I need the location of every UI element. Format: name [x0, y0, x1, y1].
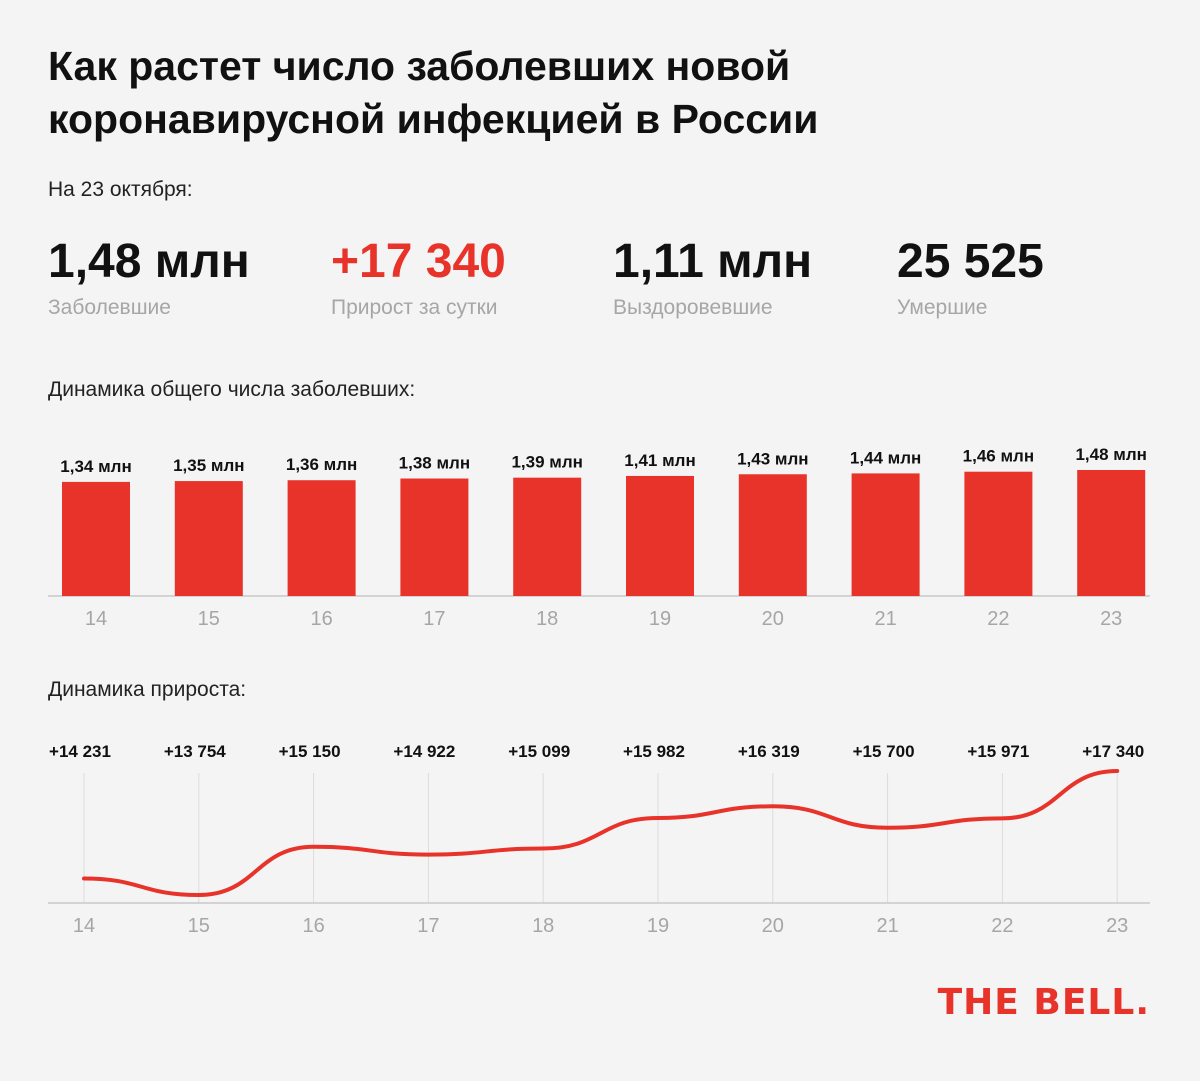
stat-recovered: 1,11 млн Выздоровевшие — [613, 232, 812, 320]
bar-value-label-15: 1,35 млн — [173, 456, 244, 475]
growth-value-label-22: +15 971 — [967, 742, 1029, 761]
bar-15 — [174, 481, 243, 596]
growth-value-label-15: +13 754 — [164, 742, 226, 761]
line-tick-label-20: 20 — [762, 915, 784, 937]
bar-value-label-16: 1,36 млн — [286, 455, 357, 474]
stat-deaths-value: 25 525 — [897, 235, 1044, 288]
stat-cases-value: 1,48 млн — [48, 235, 250, 288]
bar-value-label-23: 1,48 млн — [1075, 445, 1146, 464]
line-tick-label-14: 14 — [73, 915, 95, 937]
growth-series-line — [82, 769, 1120, 898]
bar-20 — [738, 474, 807, 596]
bar-value-label-17: 1,38 млн — [399, 454, 470, 473]
bar-18 — [513, 477, 582, 596]
line-tick-label-18: 18 — [532, 915, 554, 937]
bar-16 — [287, 480, 356, 596]
bar-tick-label-22: 22 — [987, 608, 1009, 630]
bar-tick-label-18: 18 — [536, 608, 558, 630]
bar-tick-label-14: 14 — [85, 608, 107, 630]
bar-value-label-18: 1,39 млн — [511, 453, 582, 472]
growth-value-label-21: +15 700 — [853, 742, 915, 761]
growth-value-label-17: +14 922 — [393, 742, 455, 761]
growth-value-label-14: +14 231 — [49, 742, 111, 761]
line-tick-label-15: 15 — [188, 915, 210, 937]
bar-tick-label-17: 17 — [423, 608, 445, 630]
bar-tick-label-21: 21 — [874, 608, 896, 630]
line-tick-label-17: 17 — [417, 915, 439, 937]
line-tick-label-23: 23 — [1106, 915, 1128, 937]
growth-value-label-19: +15 982 — [623, 742, 685, 761]
bar-value-label-19: 1,41 млн — [624, 451, 695, 470]
the-bell-logo: THE BELL. — [937, 982, 1150, 1023]
chart-title: Как растет число заболевших новой корона… — [48, 40, 1048, 146]
growth-value-label-23: +17 340 — [1082, 742, 1144, 761]
stat-recovered-value: 1,11 млн — [613, 235, 813, 288]
title-line-2: коронавирусной инфекцией в России — [48, 96, 819, 142]
line-tick-label-22: 22 — [991, 915, 1013, 937]
bar-22 — [964, 471, 1033, 596]
bar-value-label-20: 1,43 млн — [737, 449, 808, 468]
bar-value-label-22: 1,46 млн — [963, 447, 1034, 466]
bar-14 — [62, 481, 130, 596]
bar-21 — [851, 473, 920, 596]
bar-value-label-21: 1,44 млн — [850, 448, 921, 467]
line-tick-label-21: 21 — [876, 915, 898, 937]
bar-19 — [626, 475, 694, 596]
line-tick-label-16: 16 — [302, 915, 324, 937]
stat-recovered-label: Выздоровевшие — [613, 296, 773, 319]
bar-17 — [400, 478, 469, 596]
line-tick-label-19: 19 — [647, 915, 669, 937]
bar-tick-label-15: 15 — [198, 608, 220, 630]
bar-tick-label-23: 23 — [1100, 608, 1122, 630]
stat-daily-growth-label: Прирост за сутки — [331, 296, 498, 319]
growth-value-label-18: +15 099 — [508, 742, 570, 761]
growth-value-label-20: +16 319 — [738, 742, 800, 761]
total-cases-section-label: Динамика общего числа заболевших: — [48, 378, 416, 401]
stat-daily-growth: +17 340 Прирост за сутки — [331, 232, 506, 320]
date-label: На 23 октября: — [48, 178, 193, 201]
bar-23 — [1077, 470, 1146, 596]
bar-value-label-14: 1,34 млн — [60, 457, 131, 476]
daily-growth-line-chart: +14 231 14 +13 754 15 +15 150 16 +14 922 17 +15 … — [48, 742, 1150, 937]
bar-tick-label-19: 19 — [649, 608, 671, 630]
title-line-1: Как растет число заболевших новой — [48, 43, 791, 89]
bar-tick-label-20: 20 — [762, 608, 784, 630]
stat-cases-label: Заболевшие — [48, 296, 171, 319]
stat-daily-growth-value: +17 340 — [331, 235, 506, 288]
bar-tick-label-16: 16 — [310, 608, 332, 630]
growth-section-label: Динамика прироста: — [48, 678, 247, 701]
stat-deaths: 25 525 Умершие — [897, 232, 1044, 320]
stat-cases: 1,48 млн Заболевшие — [48, 232, 250, 320]
stat-deaths-label: Умершие — [897, 296, 988, 319]
total-cases-bar-chart: 1,34 млн 14 1,35 млн 15 1,36 млн 16 1,38 млн 17… — [48, 445, 1150, 630]
growth-value-label-16: +15 150 — [279, 742, 341, 761]
